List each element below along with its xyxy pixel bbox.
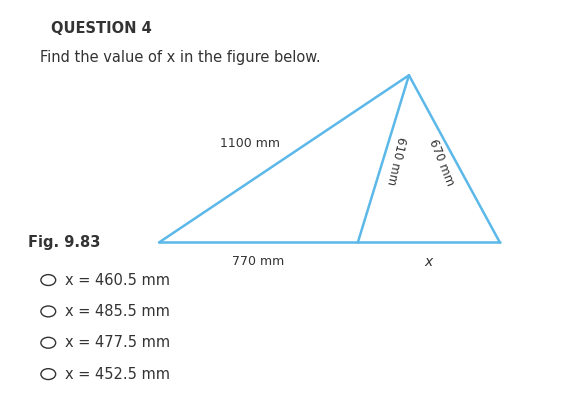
- Text: x: x: [425, 255, 433, 269]
- Text: QUESTION 4: QUESTION 4: [51, 21, 152, 36]
- Text: x = 460.5 mm: x = 460.5 mm: [65, 273, 170, 288]
- Text: 1100 mm: 1100 mm: [220, 138, 280, 150]
- Text: x = 485.5 mm: x = 485.5 mm: [65, 304, 170, 319]
- Text: 670 mm: 670 mm: [426, 138, 456, 188]
- Text: Find the value of x in the figure below.: Find the value of x in the figure below.: [40, 50, 320, 65]
- Text: 610 mm: 610 mm: [384, 135, 407, 186]
- Text: 770 mm: 770 mm: [232, 255, 285, 268]
- Text: Fig. 9.83: Fig. 9.83: [28, 235, 101, 250]
- Text: x = 452.5 mm: x = 452.5 mm: [65, 367, 170, 382]
- Text: x = 477.5 mm: x = 477.5 mm: [65, 335, 170, 350]
